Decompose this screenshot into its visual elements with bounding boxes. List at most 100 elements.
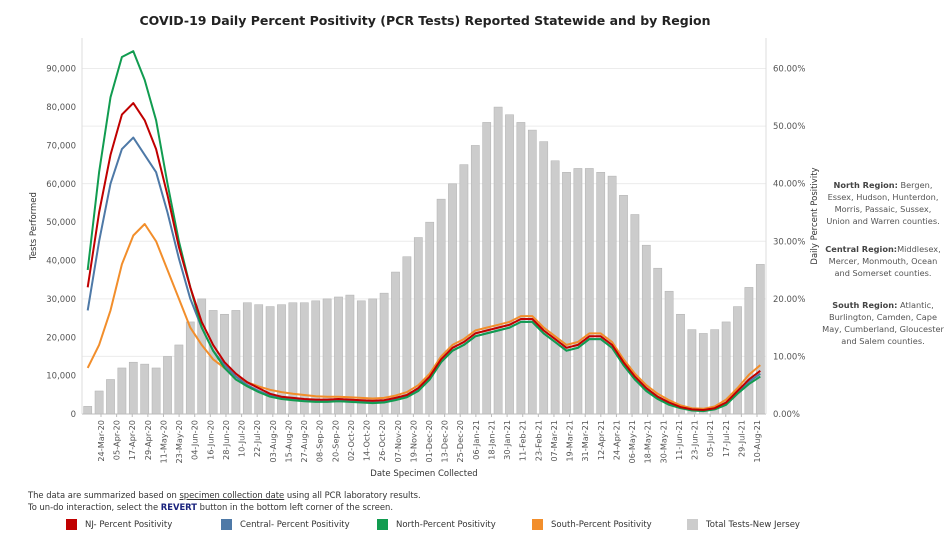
data-note: The data are summarized based on specime… bbox=[28, 490, 421, 500]
left-tick-label: 80,000 bbox=[46, 103, 76, 113]
south-region-note: South Region: Atlantic, Burlington, Camd… bbox=[822, 299, 944, 347]
left-tick-label: 50,000 bbox=[46, 218, 76, 228]
tests-bar bbox=[140, 363, 150, 415]
legend-item-total-tests[interactable]: Total Tests-New Jersey bbox=[687, 519, 800, 530]
tests-bar bbox=[607, 175, 617, 415]
x-tick-label: 17-Apr-20 bbox=[127, 420, 137, 460]
x-tick-label: 29-Jul-21 bbox=[736, 420, 746, 457]
y-axis-left-title: Tests Performed bbox=[29, 192, 39, 261]
tests-bar bbox=[698, 333, 708, 415]
x-tick-label: 15-Aug-20 bbox=[283, 420, 293, 463]
x-tick-label: 24-Apr-21 bbox=[611, 420, 621, 460]
x-tick-label: 05-Jul-21 bbox=[705, 420, 715, 457]
tests-bar bbox=[539, 141, 549, 415]
legend-label: North-Percent Positivity bbox=[396, 519, 496, 530]
tests-bar bbox=[94, 390, 104, 415]
line-nj-percent-positivity bbox=[86, 102, 761, 411]
tests-bar bbox=[117, 367, 127, 415]
tests-bar bbox=[425, 221, 435, 415]
tests-bar bbox=[710, 329, 720, 415]
legend-item-nj[interactable]: NJ- Percent Positivity bbox=[66, 519, 172, 530]
tests-bar bbox=[493, 106, 503, 415]
tests-bar bbox=[448, 183, 457, 415]
legend-label: Total Tests-New Jersey bbox=[706, 519, 800, 530]
note-text: To un-do interaction, select the bbox=[28, 502, 161, 512]
revert-label: REVERT bbox=[160, 502, 197, 512]
south-region-text: Atlantic, Burlington, Camden, Cape May, … bbox=[822, 300, 944, 346]
tests-bar bbox=[83, 406, 93, 415]
tests-bar bbox=[664, 290, 674, 415]
legend-item-north[interactable]: North-Percent Positivity bbox=[377, 519, 496, 530]
tests-bar bbox=[106, 379, 115, 415]
x-tick-label: 23-Jun-21 bbox=[690, 420, 700, 460]
x-tick-label: 13-Dec-20 bbox=[440, 420, 450, 463]
note-text: using all PCR laboratory results. bbox=[284, 490, 421, 500]
x-tick-label: 07-Mar-21 bbox=[549, 420, 559, 462]
central-region-note: Central Region:Middlesex, Mercer, Monmou… bbox=[822, 243, 944, 279]
legend-swatch bbox=[687, 519, 698, 530]
tests-bar bbox=[231, 310, 241, 415]
left-tick-label: 30,000 bbox=[46, 295, 76, 305]
x-tick-label: 05-Apr-20 bbox=[112, 420, 122, 460]
right-tick-label: 10.00% bbox=[773, 352, 805, 362]
left-tick-label: 10,000 bbox=[46, 372, 76, 382]
right-tick-label: 50.00% bbox=[773, 122, 805, 132]
north-region-text: Bergen, Essex, Hudson, Hunterdon, Morris… bbox=[826, 180, 940, 226]
x-tick-label: 10-Aug-21 bbox=[752, 420, 762, 463]
tests-bar bbox=[573, 168, 583, 415]
legend-label: NJ- Percent Positivity bbox=[85, 519, 173, 530]
x-tick-label: 12-Apr-21 bbox=[596, 420, 606, 460]
x-tick-label: 11-Feb-21 bbox=[518, 420, 528, 461]
x-tick-label: 23-May-20 bbox=[174, 420, 184, 464]
right-tick-label: 0.00% bbox=[773, 410, 800, 420]
x-tick-label: 16-Jun-20 bbox=[205, 420, 215, 460]
tests-bar bbox=[470, 145, 480, 415]
left-tick-label: 20,000 bbox=[46, 333, 76, 343]
x-tick-label: 07-Nov-20 bbox=[393, 420, 403, 463]
legend-label: South-Percent Positivity bbox=[551, 519, 652, 530]
legend-swatch bbox=[377, 519, 388, 530]
x-tick-label: 18-May-21 bbox=[643, 420, 653, 464]
x-tick-label: 28-Jun-20 bbox=[221, 420, 231, 460]
x-tick-label: 19-Mar-21 bbox=[565, 420, 575, 462]
x-tick-label: 23-Feb-21 bbox=[533, 420, 543, 461]
x-tick-label: 14-Oct-20 bbox=[362, 420, 372, 461]
x-tick-label: 25-Dec-20 bbox=[455, 420, 465, 463]
left-tick-label: 90,000 bbox=[46, 65, 76, 75]
legend: NJ- Percent Positivity Central- Percent … bbox=[66, 519, 926, 535]
south-region-label: South Region: bbox=[832, 300, 898, 310]
x-tick-label: 30-May-21 bbox=[658, 420, 668, 464]
x-tick-label: 01-Dec-20 bbox=[424, 420, 434, 463]
note-text: The data are summarized based on bbox=[28, 490, 180, 500]
right-tick-label: 20.00% bbox=[773, 295, 805, 305]
tests-bar bbox=[755, 264, 765, 415]
tests-bar bbox=[744, 287, 754, 415]
tests-bar bbox=[505, 114, 514, 415]
tests-bar bbox=[368, 298, 378, 415]
legend-item-south[interactable]: South-Percent Positivity bbox=[532, 519, 652, 530]
central-region-text: Middlesex, Mercer, Monmouth, Ocean and S… bbox=[828, 244, 941, 278]
tests-bar bbox=[619, 195, 628, 415]
tests-bar bbox=[151, 367, 161, 415]
left-tick-label: 70,000 bbox=[46, 141, 76, 151]
line-north-percent-positivity bbox=[86, 50, 761, 413]
central-region-label: Central Region: bbox=[825, 244, 898, 254]
tests-bar bbox=[163, 356, 172, 415]
line-south-percent-positivity bbox=[86, 223, 761, 410]
tests-bar bbox=[482, 122, 492, 415]
left-tick-label: 60,000 bbox=[46, 180, 76, 190]
x-tick-label: 31-Mar-21 bbox=[580, 420, 590, 462]
tests-bar bbox=[254, 304, 264, 415]
x-tick-label: 22-Jul-20 bbox=[252, 420, 262, 457]
tests-bar bbox=[562, 172, 571, 415]
x-tick-label: 30-Jan-21 bbox=[502, 420, 512, 460]
x-tick-label: 19-Nov-20 bbox=[408, 420, 418, 463]
legend-item-central[interactable]: Central- Percent Positivity bbox=[221, 519, 350, 530]
left-tick-label: 40,000 bbox=[46, 257, 76, 267]
legend-swatch bbox=[66, 519, 77, 530]
tests-bar bbox=[128, 361, 138, 415]
specimen-date-link[interactable]: specimen collection date bbox=[179, 490, 285, 500]
revert-note: To un-do interaction, select the REVERT … bbox=[28, 502, 393, 512]
tests-bar bbox=[391, 271, 400, 415]
